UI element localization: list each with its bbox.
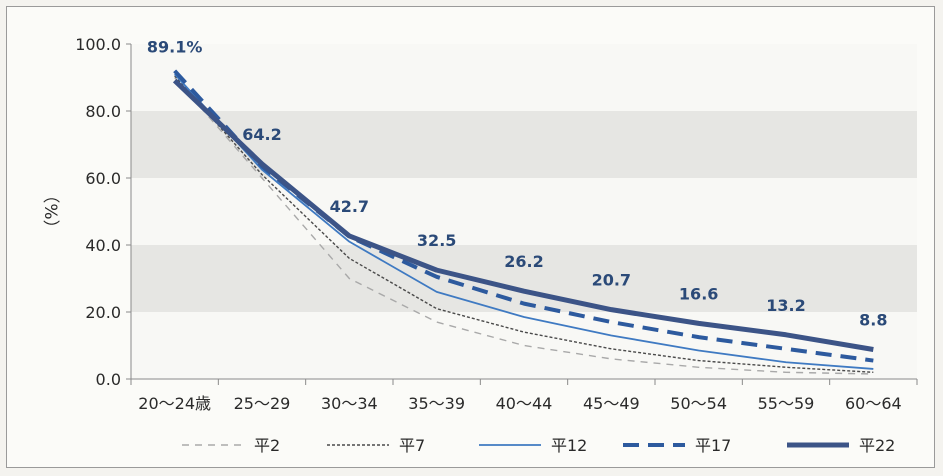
grid-band <box>131 312 917 379</box>
y-tick-label: 40.0 <box>85 236 121 255</box>
x-category-label: 50～54 <box>670 394 727 413</box>
data-label: 26.2 <box>504 252 543 271</box>
data-label: 13.2 <box>766 296 805 315</box>
line-chart: 0.0 20.0 40.0 60.0 80.0 100.0 20～24歳 25～29 30～34… <box>40 35 918 455</box>
grid-band <box>131 44 917 111</box>
series-line-平7 <box>174 75 874 373</box>
legend-label-平17: 平17 <box>695 436 731 455</box>
x-category-label: 55～59 <box>758 394 815 413</box>
series-line-平12 <box>174 73 874 370</box>
data-label: 20.7 <box>592 271 631 290</box>
x-category-label: 60～64 <box>845 394 902 413</box>
x-category-label: 30～34 <box>321 394 378 413</box>
data-label: 64.2 <box>242 125 281 144</box>
y-tick-label: 80.0 <box>85 102 121 121</box>
y-tick-label: 20.0 <box>85 303 121 322</box>
data-label: 16.6 <box>679 284 718 303</box>
series-line-平22 <box>172 78 874 352</box>
legend-label-平12: 平12 <box>551 436 587 455</box>
y-axis-label: （%） <box>40 186 60 236</box>
legend-label-平22: 平22 <box>859 436 895 455</box>
grid-band <box>131 245 917 312</box>
grid-band <box>131 111 917 178</box>
x-category-label: 40～44 <box>496 394 553 413</box>
data-label: 42.7 <box>330 197 369 216</box>
chart-frame: 0.0 20.0 40.0 60.0 80.0 100.0 20～24歳 25～29 30～34… <box>6 6 935 468</box>
y-tick-label: 60.0 <box>85 169 121 188</box>
x-category-label: 35～39 <box>408 394 465 413</box>
x-category-label: 25～29 <box>234 394 291 413</box>
data-label: 32.5 <box>417 231 456 250</box>
data-label: 8.8 <box>859 311 887 330</box>
legend-label-平2: 平2 <box>254 436 280 455</box>
x-category-label: 20～24歳 <box>138 394 211 413</box>
y-tick-label: 0.0 <box>96 370 121 389</box>
y-tick-label: 100.0 <box>75 35 121 54</box>
grid-band <box>131 178 917 245</box>
legend-label-平7: 平7 <box>399 436 425 455</box>
series-line-平17 <box>173 69 874 363</box>
data-label: 89.1% <box>147 38 203 57</box>
x-category-label: 45～49 <box>583 394 640 413</box>
